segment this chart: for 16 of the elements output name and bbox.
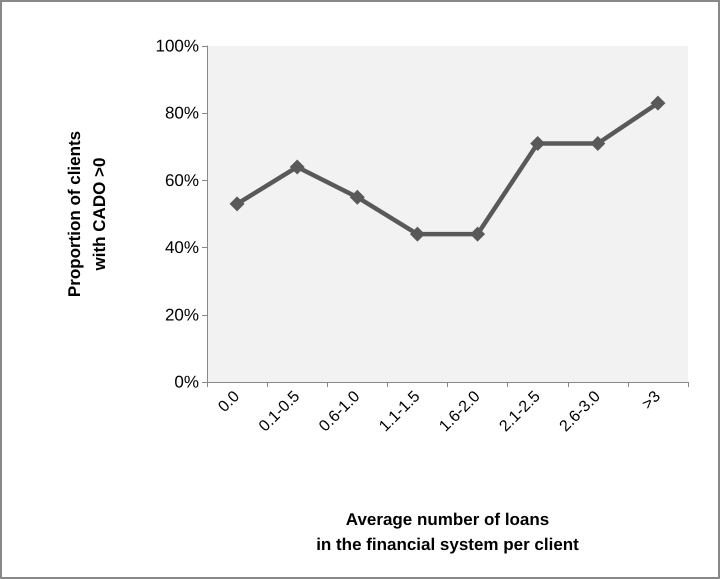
x-axis-title: Average number of loans in the financial system per client <box>316 510 580 554</box>
y-axis-title: Proportion of clients with CADO >0 <box>65 130 109 298</box>
y-tick-label: 60% <box>164 170 199 190</box>
y-tick-label: 80% <box>164 104 199 123</box>
point <box>350 190 365 205</box>
point <box>230 196 245 212</box>
y-tick-label: 0% <box>174 372 199 392</box>
point <box>470 226 486 242</box>
x-tick-label: >3 <box>639 388 664 413</box>
point <box>410 226 425 242</box>
x-tick-label: 0.0 <box>215 388 244 416</box>
y-tick-label: 40% <box>164 238 199 258</box>
y-tick-label: 20% <box>164 305 199 324</box>
y-tick-label: 100% <box>156 36 199 56</box>
point <box>290 159 305 174</box>
point <box>650 96 666 111</box>
